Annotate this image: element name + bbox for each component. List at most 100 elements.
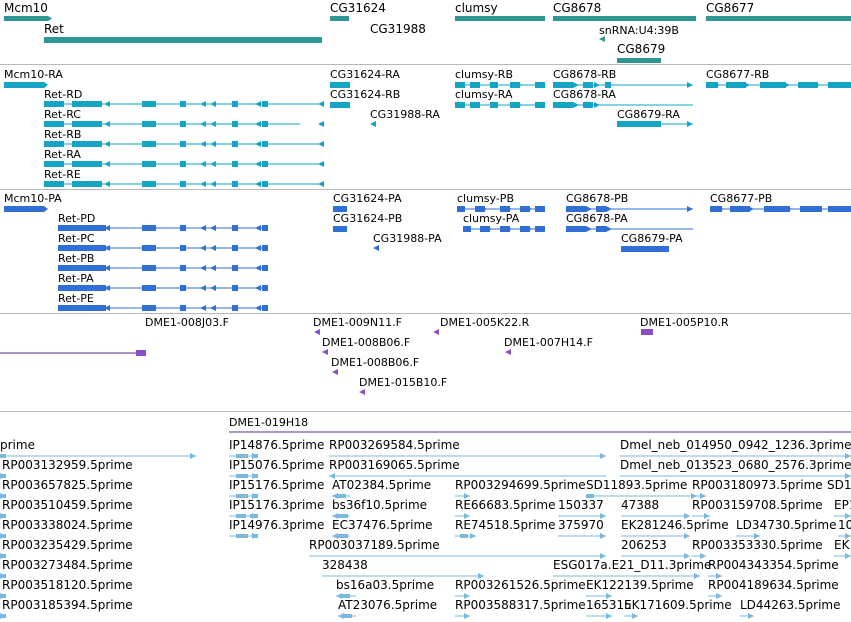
gene-label[interactable]: CG31624 [330, 1, 386, 15]
bac-end-label[interactable]: DME1-005K22.R [440, 316, 530, 329]
cdna-label[interactable]: prime [0, 438, 35, 452]
transcript-label[interactable]: CG8679-PA [621, 232, 683, 245]
cdna-label[interactable]: bs36f10.5prime [332, 498, 428, 512]
cdna-label[interactable]: bs16a03.5prime [336, 578, 435, 592]
cdna-label[interactable]: RP003169065.5prime [329, 458, 460, 472]
transcript-label[interactable]: clumsy-RA [455, 88, 513, 101]
bac-end-label[interactable]: DME1-008B06.F [331, 356, 420, 369]
cdna-label[interactable]: EK281246.5prime [621, 518, 729, 532]
transcript-label[interactable]: Ret-PE [58, 292, 94, 305]
gene-label[interactable]: CG8678 [553, 1, 602, 15]
transcript-label[interactable]: CG31624-PA [333, 192, 402, 205]
transcript-label[interactable]: Ret-PA [58, 272, 94, 285]
transcript-label[interactable]: Ret-PB [58, 252, 95, 265]
cdna-label[interactable]: LD44263.5prime [740, 598, 841, 612]
transcript-label[interactable]: Ret-RE [44, 168, 81, 181]
transcript-label[interactable]: CG8679-RA [617, 108, 680, 121]
gene-label[interactable]: snRNA:U4:39B [599, 24, 679, 37]
cdna-label[interactable]: 328438 [322, 558, 368, 572]
cdna-label[interactable]: EP1 [834, 498, 851, 512]
cdna-label[interactable]: RE66683.5prime [455, 498, 556, 512]
transcript-label[interactable]: Mcm10-RA [4, 68, 63, 81]
cdna-label[interactable]: Dmel_neb_013523_0680_2576.3prime [620, 458, 851, 472]
cdna-label[interactable]: EK171609.5prime [624, 598, 732, 612]
cdna-label[interactable]: RP003037189.5prime [309, 538, 440, 552]
cdna-label[interactable]: RP004189634.5prime [708, 578, 839, 592]
transcript-label[interactable]: clumsy-PB [457, 192, 514, 205]
transcript-label[interactable]: CG31624-PB [333, 212, 403, 225]
bac-end-label[interactable]: DME1-008J03.F [145, 316, 229, 329]
gene-label[interactable]: CG8677 [706, 1, 755, 15]
transcript-label[interactable]: CG8677-RB [706, 68, 770, 81]
transcript-label[interactable]: Ret-RA [44, 148, 81, 161]
cdna-label[interactable]: LD34730.5prime [736, 518, 837, 532]
cdna-label[interactable]: ESG017a.E21_D11.3prime [553, 558, 712, 572]
transcript-label[interactable]: Mcm10-PA [4, 192, 62, 205]
cdna-label[interactable]: EC37476.5prime [332, 518, 433, 532]
bac-end-label[interactable]: DME1-009N11.F [313, 316, 402, 329]
gene-label[interactable]: clumsy [455, 1, 498, 15]
cdna-label[interactable]: IP15176.5prime [229, 478, 325, 492]
cdna-label[interactable]: RP003588317.5prime [455, 598, 586, 612]
transcript-label[interactable]: Ret-RB [44, 128, 82, 141]
cdna-label[interactable]: 47388 [621, 498, 660, 512]
transcript-label[interactable]: CG8678-PB [566, 192, 629, 205]
cdna-label[interactable]: IP15076.5prime [229, 458, 325, 472]
cdna-label[interactable]: SD1 [827, 478, 851, 492]
bac-end-label[interactable]: DME1-008B06.F [322, 336, 411, 349]
transcript-label[interactable]: CG8678-RA [553, 88, 616, 101]
cdna-label[interactable]: Dmel_neb_014950_0942_1236.3prime [620, 438, 851, 452]
cdna-label[interactable]: SD11893.5prime [586, 478, 688, 492]
cdna-label[interactable]: RP003518120.5prime [2, 578, 133, 592]
cdna-label[interactable]: RP003235429.5prime [2, 538, 133, 552]
transcript-label[interactable]: clumsy-RB [455, 68, 513, 81]
transcript-label[interactable]: clumsy-PA [463, 212, 520, 225]
bac-end-label[interactable]: DME1-015B10.F [359, 376, 448, 389]
cdna-label[interactable]: EK122139.5prime [586, 578, 694, 592]
cdna-label[interactable]: RP003180973.5prime [692, 478, 823, 492]
transcript-label[interactable]: Ret-RC [44, 108, 81, 121]
cdna-label[interactable]: IP14976.3prime [229, 518, 325, 532]
transcript-label[interactable]: CG31624-RB [330, 88, 401, 101]
transcript-label[interactable]: CG8678-RB [553, 68, 617, 81]
gene-label[interactable]: CG8679 [617, 42, 666, 56]
cdna-label[interactable]: RP003353330.5prime [692, 538, 823, 552]
cdna-label[interactable]: RP003261526.5prime [455, 578, 586, 592]
cdna-label[interactable]: RP003294699.5prime [455, 478, 586, 492]
cdna-label[interactable]: RP003510459.5prime [2, 498, 133, 512]
cdna-label[interactable]: AT23076.5prime [338, 598, 438, 612]
cdna-label[interactable]: IP14876.5prime [229, 438, 325, 452]
cdna-label[interactable]: RP004343354.5prime [708, 558, 839, 572]
cdna-label[interactable]: RP003159708.5prime [692, 498, 823, 512]
cdna-label[interactable]: 206253 [621, 538, 667, 552]
cdna-label[interactable]: RP003273484.5prime [2, 558, 133, 572]
cdna-label[interactable]: IP15176.3prime [229, 498, 325, 512]
cdna-label[interactable]: RP003269584.5prime [329, 438, 460, 452]
transcript-label[interactable]: CG31988-RA [370, 108, 440, 121]
cdna-label[interactable]: EK [834, 538, 850, 552]
cdna-label[interactable]: RP003338024.5prime [2, 518, 133, 532]
transcript-label[interactable]: CG8677-PB [710, 192, 773, 205]
transcript-label[interactable]: Ret-RD [44, 88, 83, 101]
transcript-label[interactable]: Ret-PC [58, 232, 95, 245]
transcript-label[interactable]: CG8678-PA [566, 212, 628, 225]
cdna-label[interactable]: RP003657825.5prime [2, 478, 133, 492]
cdna-label[interactable]: AT02384.5prime [332, 478, 432, 492]
cdna-label[interactable]: RE74518.5prime [455, 518, 556, 532]
cdna-label[interactable]: RP003132959.5prime [2, 458, 133, 472]
gene-label[interactable]: Ret [44, 22, 64, 36]
cdna-label[interactable]: 165315 [586, 598, 632, 612]
bac-end-label[interactable]: DME1-007H14.F [504, 336, 593, 349]
transcript-label[interactable]: CG31624-RA [330, 68, 400, 81]
cdna-label[interactable]: 10 [838, 518, 851, 532]
cdna-label[interactable]: 150337 [558, 498, 604, 512]
transcript-label[interactable]: Ret-PD [58, 212, 96, 225]
transcript-label[interactable]: CG31988-PA [373, 232, 442, 245]
bac-end-label[interactable]: DME1-005P10.R [640, 316, 729, 329]
gene-label[interactable]: Mcm10 [4, 1, 48, 15]
gene-label[interactable]: CG31988 [370, 22, 426, 36]
bac-clone-label[interactable]: DME1-019H18 [229, 416, 309, 429]
cdna-label[interactable]: RP003185394.5prime [2, 598, 133, 612]
cdna-label[interactable]: 375970 [558, 518, 604, 532]
